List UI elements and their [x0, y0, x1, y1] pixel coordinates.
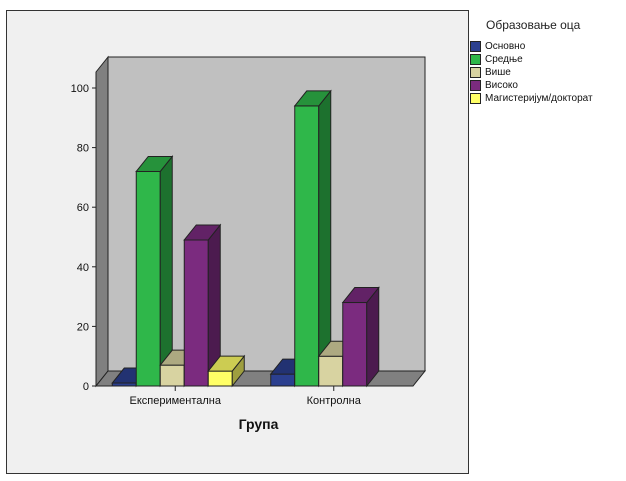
- bar-front: [159, 364, 185, 387]
- legend-label: Више: [485, 67, 511, 78]
- legend-label: Средње: [485, 54, 523, 65]
- legend-title: Образовање оца: [486, 18, 581, 32]
- bar: [207, 354, 246, 388]
- legend-label: Високо: [485, 80, 518, 91]
- bar-front: [342, 302, 368, 387]
- legend-swatch: [470, 93, 481, 104]
- y-tick-label: 0: [83, 381, 89, 393]
- legend-item: Више: [470, 66, 620, 79]
- bar-side: [366, 286, 380, 388]
- y-tick-label: 80: [77, 143, 89, 155]
- legend-swatch: [470, 41, 481, 52]
- bar-front: [270, 373, 296, 387]
- legend-item: Магистеријум/докторат: [470, 92, 620, 105]
- bar-top: [341, 287, 380, 304]
- x-tick-label: Контролна: [307, 395, 362, 407]
- y-tick-label: 60: [77, 202, 89, 214]
- bar-front: [294, 105, 320, 387]
- x-axis-title: Група: [239, 416, 279, 432]
- bar-top: [183, 224, 222, 241]
- legend: Образовање оца Основно Средње Више Високо Ма…: [470, 18, 620, 105]
- bar-front: [135, 170, 161, 387]
- legend-swatch: [470, 80, 481, 91]
- bar: [293, 89, 332, 388]
- legend-item: Основно: [470, 40, 620, 53]
- bar: [135, 155, 174, 388]
- bar: [183, 223, 222, 388]
- bar-top: [207, 355, 246, 372]
- bar-top: [135, 155, 174, 172]
- bar-side: [318, 89, 332, 388]
- legend-label: Основно: [485, 41, 526, 52]
- y-tick-label: 40: [77, 262, 89, 274]
- bar: [341, 286, 380, 388]
- legend-swatch: [470, 54, 481, 65]
- bar-front: [318, 355, 344, 387]
- side-wall: [95, 55, 109, 388]
- bar-top: [293, 90, 332, 107]
- bar-front: [207, 370, 233, 387]
- legend-item: Средње: [470, 53, 620, 66]
- legend-swatch: [470, 67, 481, 78]
- legend-label: Магистеријум/докторат: [485, 93, 593, 104]
- legend-item: Високо: [470, 79, 620, 92]
- bar-front: [183, 239, 209, 387]
- x-tick-label: Експериментална: [129, 395, 221, 407]
- y-tick-label: 20: [77, 321, 89, 333]
- bar-side: [159, 155, 173, 388]
- y-tick-label: 100: [71, 83, 89, 95]
